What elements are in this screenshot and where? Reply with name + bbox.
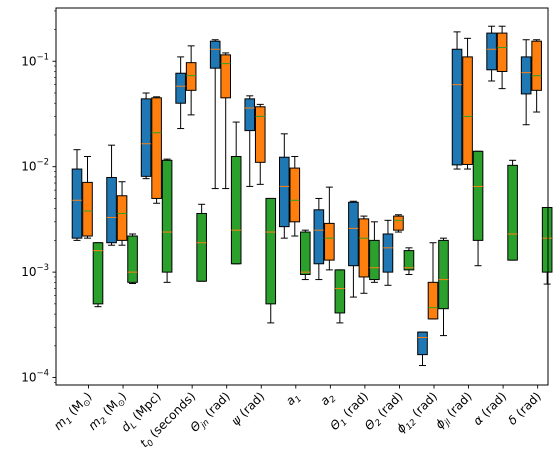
- box-body: [127, 235, 138, 283]
- box-series-group: [71, 25, 553, 367]
- box-body: [541, 207, 553, 273]
- box-mark: [417, 331, 428, 367]
- box-mark: [472, 150, 484, 267]
- box-mark: [358, 215, 370, 294]
- box-mark: [427, 242, 439, 320]
- box-body: [313, 209, 325, 265]
- box-mark: [244, 95, 256, 187]
- box-mark: [507, 159, 518, 261]
- box-body: [220, 54, 231, 99]
- box-mark: [486, 25, 497, 82]
- box-body: [289, 167, 301, 223]
- box-body: [382, 233, 394, 273]
- box-body: [427, 281, 439, 320]
- box-mark: [92, 242, 104, 308]
- box-mark: [313, 197, 325, 281]
- y-tick-label: 10−3: [21, 263, 49, 279]
- box-mark: [161, 158, 173, 283]
- box-body: [196, 212, 207, 282]
- box-body: [531, 40, 542, 91]
- box-body: [116, 195, 128, 241]
- box-mark: [334, 269, 346, 324]
- box-mark: [82, 155, 93, 239]
- box-body: [82, 181, 93, 237]
- x-category-label: α (rad): [470, 389, 509, 428]
- box-mark: [462, 37, 473, 170]
- box-body: [369, 239, 380, 281]
- box-body: [393, 215, 404, 231]
- box-body: [462, 56, 473, 165]
- box-body: [265, 197, 277, 305]
- x-category-label: a2: [318, 389, 339, 410]
- box-body: [496, 32, 508, 72]
- box-mark: [279, 133, 290, 239]
- x-category-label: a1: [283, 389, 304, 410]
- box-body: [185, 62, 197, 91]
- box-body: [161, 159, 173, 273]
- plot-frame: [55, 7, 549, 386]
- box-body: [230, 155, 242, 265]
- box-body: [175, 72, 186, 104]
- box-body: [486, 32, 497, 71]
- box-body: [403, 250, 415, 271]
- box-mark: [369, 221, 380, 283]
- box-body: [507, 164, 518, 261]
- box-mark: [230, 121, 242, 265]
- box-mark: [209, 39, 221, 190]
- y-tick-label: 10−1: [21, 52, 49, 68]
- box-body: [358, 218, 370, 278]
- box-body: [472, 150, 484, 241]
- box-body: [300, 231, 311, 275]
- box-mark: [254, 103, 266, 185]
- box-body: [209, 40, 221, 69]
- box-body: [254, 106, 266, 163]
- box-mark: [71, 149, 83, 241]
- box-body: [520, 56, 532, 95]
- box-mark: [140, 92, 152, 180]
- box-mark: [116, 181, 128, 246]
- box-body: [92, 242, 104, 305]
- box-mark: [348, 200, 359, 298]
- x-category-label: ψ (rad): [228, 389, 267, 428]
- box-mark: [151, 96, 162, 204]
- box-mark: [185, 45, 197, 116]
- box-body: [279, 156, 290, 228]
- box-mark: [300, 229, 311, 281]
- box-body: [106, 176, 117, 244]
- box-mark: [531, 39, 542, 113]
- box-mark: [403, 247, 415, 275]
- box-body: [417, 331, 428, 356]
- box-mark: [289, 155, 301, 237]
- box-body: [438, 239, 449, 310]
- box-body: [244, 98, 256, 132]
- box-mark: [324, 186, 335, 271]
- box-mark: [196, 203, 207, 282]
- box-body: [151, 97, 162, 199]
- y-tick-label: 10−2: [21, 158, 49, 174]
- y-axis: 10−4 10−3 10−2 10−1: [21, 10, 56, 385]
- box-mark: [106, 144, 117, 246]
- box-mark: [382, 219, 394, 286]
- box-body: [451, 48, 463, 166]
- box-mark: [127, 233, 138, 285]
- x-category-label: δ (rad): [505, 389, 543, 427]
- box-body: [140, 98, 152, 177]
- box-mark: [451, 31, 463, 170]
- box-mark: [265, 197, 277, 324]
- box-mark: [220, 52, 231, 190]
- box-body: [324, 222, 335, 261]
- box-mark: [438, 237, 449, 337]
- y-tick-label: 10−4: [21, 369, 49, 385]
- box-mark: [496, 25, 508, 90]
- box-body: [71, 168, 83, 239]
- x-category-label: ϕjl (rad): [432, 389, 476, 433]
- x-axis: m1 (M⊙)m2 (M⊙)dL (Mpc)t0 (seconds)Θjn (r…: [51, 385, 544, 450]
- box-mark: [393, 214, 404, 233]
- box-body: [348, 201, 359, 267]
- box-mark: [175, 56, 186, 130]
- box-mark: [520, 39, 532, 126]
- box-mark: [541, 207, 553, 285]
- box-body: [334, 269, 346, 314]
